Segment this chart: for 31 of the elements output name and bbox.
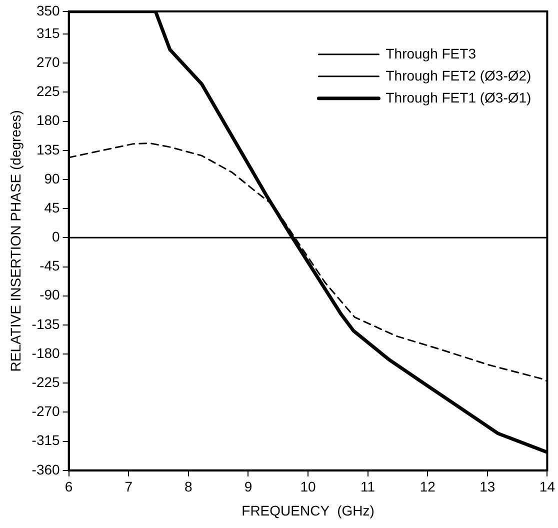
legend-label: Through FET3 — [386, 45, 476, 62]
y-tick-label: -180 — [32, 344, 60, 361]
legend-label: Through FET2 (Ø3-Ø2) — [386, 67, 532, 84]
x-tick-label: 12 — [420, 478, 436, 495]
y-tick-label: -270 — [32, 403, 60, 420]
y-tick-label: 180 — [36, 112, 60, 128]
y-axis-title: RELATIVE INSERTION PHASE (degrees) — [7, 110, 24, 372]
x-axis-title: FREQUENCY (GHz) — [242, 502, 374, 518]
legend-label: Through FET1 (Ø3-Ø1) — [386, 89, 532, 106]
y-tick-label: 270 — [36, 54, 60, 70]
x-tick-label: 8 — [184, 478, 193, 495]
x-tick-label: 7 — [124, 478, 133, 495]
y-tick-label: 315 — [36, 24, 60, 41]
x-tick-label: 14 — [539, 478, 556, 495]
y-tick-label: 350 — [36, 2, 60, 18]
x-tick-label: 13 — [480, 478, 496, 495]
x-tick-label: 11 — [360, 478, 376, 495]
y-tick-label: -135 — [32, 316, 60, 332]
y-tick-label: 0 — [52, 228, 60, 245]
y-tick-label: -45 — [40, 258, 60, 274]
y-tick-label: -225 — [32, 374, 60, 390]
y-tick-label: 225 — [36, 83, 60, 100]
y-tick-label: 90 — [44, 170, 60, 186]
x-tick-label: 6 — [64, 478, 73, 495]
y-tick-label: 135 — [36, 141, 60, 158]
y-tick-label: -360 — [32, 461, 60, 478]
x-tick-label: 10 — [300, 478, 316, 495]
x-tick-label: 9 — [244, 478, 252, 495]
y-tick-label: -90 — [40, 286, 60, 303]
y-tick-label: 45 — [44, 199, 60, 216]
y-tick-label: -315 — [32, 432, 60, 448]
